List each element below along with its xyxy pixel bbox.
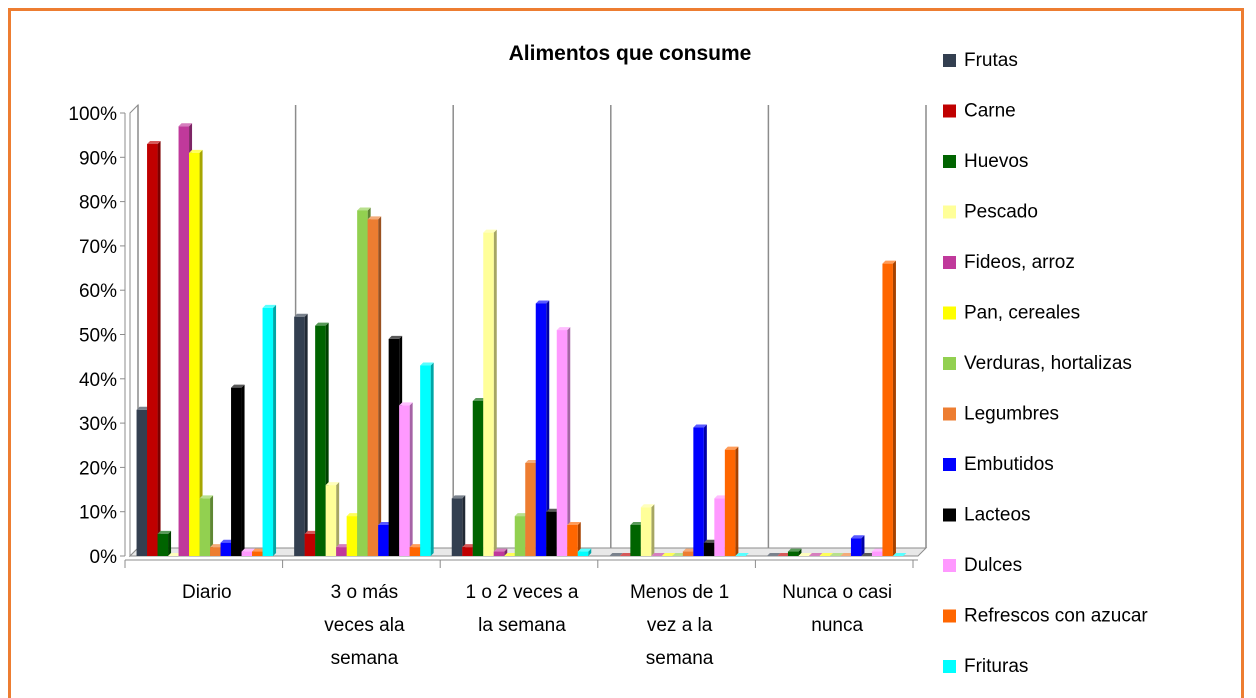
bar [157,530,172,556]
bar [567,521,581,556]
legend-label: Pescado [964,202,1038,223]
bar [451,495,466,556]
bar [808,553,823,556]
bar [189,149,203,556]
bar [619,553,634,556]
bar [577,548,592,556]
legend-label: Frituras [964,656,1028,677]
bar [483,229,497,557]
bar [777,553,791,556]
legend-swatch [943,256,956,269]
legend: Frutas Carne Huevos Pescado Fideos, arroz Pan… [943,50,1148,677]
bar [787,548,802,556]
category-label: Menos de 1 [630,582,729,603]
category-label: semana [331,648,399,669]
bar [294,313,308,556]
legend-swatch [943,306,956,320]
category-label: Diario [182,582,232,603]
bar [661,553,676,556]
legend-label: Lacteos [964,505,1031,526]
legend-swatch [943,205,956,219]
legend-label: Verduras, hortalizas [964,353,1132,374]
legend-swatch [943,357,956,370]
legend-swatch [943,508,956,522]
bar [861,553,875,556]
category-label: vez a la [647,615,713,636]
category-label: 1 o 2 veces a [465,582,578,603]
x-axis-labels: Diario 3 o más veces ala semana 1 o 2 veces … [124,560,914,669]
y-tick-label: 90% [79,148,117,169]
y-tick-label: 50% [79,326,117,347]
category-label: Nunca o casi [782,582,892,603]
legend-swatch [943,458,956,471]
legend-swatch [943,155,956,168]
y-tick-label: 70% [79,237,117,258]
legend-swatch [943,660,956,673]
bar [850,535,865,556]
bar [168,553,182,556]
y-tick-label: 100% [68,104,117,125]
y-axis-labels: 0% 10% 20% 30% 40% 50% 60% 70% 80% 90% 100% [68,104,125,568]
legend-label: Refrescos con azucar [964,606,1148,627]
legend-swatch [943,407,956,421]
bar [840,553,854,556]
legend-swatch [943,609,956,623]
bar [651,553,665,556]
bar [262,304,277,556]
legend-swatch [943,104,956,118]
bar [672,553,686,556]
legend-label: Legumbres [964,404,1059,425]
category-label: nunca [811,615,863,636]
bar [766,553,781,556]
legend-label: Dulces [964,555,1022,576]
bar [199,495,214,556]
bar [325,482,340,556]
legend-label: Fideos, arroz [964,252,1075,273]
bar [724,446,739,556]
y-tick-label: 60% [79,281,117,302]
bars [136,123,907,557]
legend-swatch [943,54,956,67]
y-tick-label: 80% [79,193,117,214]
legend-label: Huevos [964,151,1028,172]
bar [819,553,833,556]
bar [735,553,749,556]
bar [535,300,550,556]
bar [556,327,571,556]
legend-swatch [943,559,956,572]
bar [493,548,508,556]
bar [420,362,434,556]
legend-label: Embutidos [964,454,1054,475]
bar [504,553,518,556]
bar [231,384,245,556]
y-tick-label: 0% [90,547,118,568]
category-label: 3 o más [331,582,399,603]
category-label: veces ala [324,615,405,636]
bar [640,504,655,556]
bar [798,553,812,556]
legend-label: Carne [964,101,1016,122]
y-tick-label: 10% [79,503,117,524]
category-label: la semana [478,615,566,636]
bar [609,553,623,556]
y-tick-label: 20% [79,458,117,479]
bar [829,553,844,556]
chart-frame [8,8,1244,698]
bar [147,141,161,556]
chart-title: Alimentos que consume [509,42,752,65]
y-tick-label: 30% [79,414,117,435]
legend-label: Pan, cereales [964,303,1080,324]
bar [693,424,707,556]
category-label: semana [646,648,714,669]
bar [892,553,907,556]
bar [367,216,382,556]
bar [882,260,896,556]
bar [399,402,413,556]
y-tick-label: 40% [79,370,117,391]
legend-label: Frutas [964,50,1018,71]
